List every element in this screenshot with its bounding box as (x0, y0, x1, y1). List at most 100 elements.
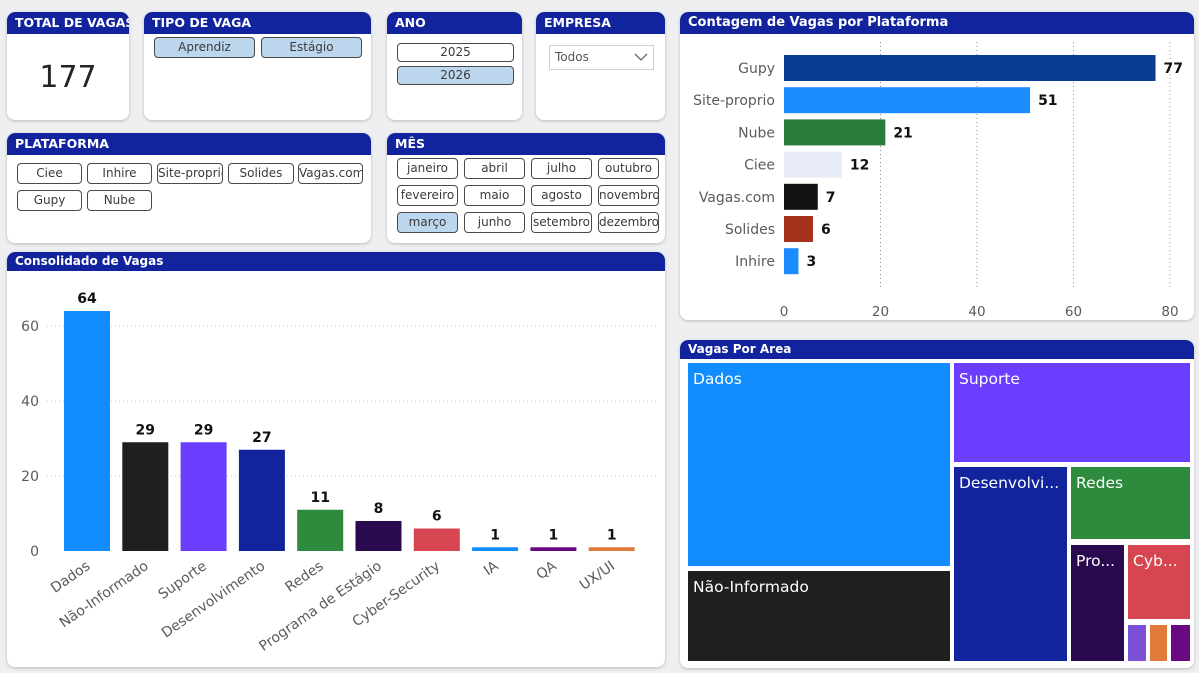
mes-slicer: MÊS janeiro abril julho outubro fevereiro mai… (387, 133, 665, 243)
plataforma-option[interactable]: Gupy (17, 190, 82, 211)
x-tick-label: 20 (872, 304, 889, 320)
data-label: 3 (806, 254, 816, 270)
consolidado-bar-chart: 020406064Dados29Não-Informado29Suporte27… (21, 291, 659, 655)
plataforma-option[interactable]: Site-proprio (157, 163, 223, 184)
data-label: 29 (136, 422, 155, 438)
empresa-title: EMPRESA (536, 12, 665, 34)
bar-Site-proprio[interactable] (784, 87, 1031, 114)
data-label: 27 (252, 430, 271, 446)
mes-option-julho[interactable]: julho (531, 158, 592, 179)
category-label: Vagas.com (699, 190, 775, 206)
category-label: Redes (282, 558, 326, 595)
data-label: 8 (374, 501, 384, 517)
bar-Desenvolvimento[interactable] (238, 449, 285, 551)
mes-option-setembro[interactable]: setembro (531, 212, 592, 233)
mes-option-janeiro[interactable]: janeiro (397, 158, 458, 179)
plataforma-option[interactable]: Solides (228, 163, 294, 184)
bar-Inhire[interactable] (784, 248, 799, 275)
bar-QA[interactable] (530, 547, 577, 551)
data-label: 1 (490, 527, 500, 543)
plataforma-slicer: PLATAFORMA Ciee Inhire Site-proprio Soli… (7, 133, 371, 243)
mes-option-abril[interactable]: abril (464, 158, 525, 179)
data-label: 1 (607, 527, 617, 543)
bar-Programa de Estágio[interactable] (355, 521, 402, 551)
data-label: 64 (77, 291, 97, 307)
plataforma-option[interactable]: Vagas.com (298, 163, 363, 184)
bar-UX/UI[interactable] (588, 547, 635, 551)
kpi-value: 177 (39, 59, 97, 95)
y-tick-label: 20 (21, 469, 39, 485)
ano-option-2026[interactable]: 2026 (397, 66, 514, 85)
treemap-tile-Dados[interactable]: Dados (688, 363, 950, 566)
category-label: QA (534, 558, 560, 583)
category-label: Inhire (735, 254, 775, 270)
plataforma-option[interactable]: Nube (87, 190, 152, 211)
bar-Vagas.com[interactable] (784, 183, 818, 210)
treemap-tile-Desenvolvimento[interactable]: Desenvolvi... (954, 467, 1067, 661)
treemap-tile-UX/UI[interactable] (1171, 625, 1190, 661)
mes-option-maio[interactable]: maio (464, 185, 525, 206)
plataforma-title: PLATAFORMA (7, 133, 371, 155)
category-label: Solides (725, 222, 775, 238)
plataforma-bar-chart: 0 20 40 60 80 Gupy 77 Site-proprio 51 Nube 21 Ciee 1… (693, 42, 1183, 320)
category-label: UX/UI (577, 558, 618, 593)
treemap-tile-Não-Informado[interactable]: Não-Informado (688, 571, 950, 661)
mes-option-junho[interactable]: junho (464, 212, 525, 233)
bar-Redes[interactable] (297, 509, 344, 551)
bar-Cyber-Security[interactable] (413, 528, 460, 552)
data-label: 11 (310, 490, 329, 506)
mes-option-março[interactable]: março (397, 212, 458, 233)
bar-Ciee[interactable] (784, 151, 842, 178)
bar-Solides[interactable] (784, 216, 813, 242)
mes-option-fevereiro[interactable]: fevereiro (397, 185, 458, 206)
x-tick-label: 80 (1161, 304, 1178, 320)
plataforma-option[interactable]: Inhire (87, 163, 152, 184)
bar-Nube[interactable] (784, 119, 886, 146)
mes-option-novembro[interactable]: novembro (598, 185, 659, 206)
plataforma-chart-title: Contagem de Vagas por Plataforma (680, 12, 1194, 34)
data-label: 1 (549, 527, 559, 543)
treemap-tile-Cyber-Security[interactable]: Cyb... (1128, 545, 1190, 619)
empresa-dropdown[interactable]: Todos (549, 45, 654, 70)
category-label: Suporte (156, 558, 210, 603)
category-label: Nube (738, 125, 775, 141)
tipo-vaga-option[interactable]: Estágio (261, 37, 362, 58)
tipo-vaga-title: TIPO DE VAGA (144, 12, 371, 34)
mes-title: MÊS (387, 133, 665, 155)
category-label: Ciee (744, 158, 775, 174)
category-label: Gupy (738, 61, 775, 77)
data-label: 12 (850, 158, 869, 174)
y-tick-label: 0 (30, 544, 39, 560)
ano-option-2025[interactable]: 2025 (397, 43, 514, 62)
consolidado-chart-card: Consolidado de Vagas 0 20 40 60 64 Dados 29 Não… (7, 252, 665, 667)
treemap-tile-IA[interactable] (1128, 625, 1146, 661)
plataforma-chart-card: Contagem de Vagas por Plataforma 0 20 40 60… (680, 12, 1194, 320)
bar-Dados[interactable] (64, 311, 110, 551)
category-label: Site-proprio (693, 93, 775, 109)
bar-Gupy[interactable] (784, 55, 1156, 81)
tipo-vaga-slicer: TIPO DE VAGA Aprendiz Estágio (144, 12, 371, 120)
ano-slicer: ANO 2025 2026 (387, 12, 522, 120)
kpi-card: TOTAL DE VAGAS 177 (7, 12, 129, 120)
treemap-tile-Programa de Estágio[interactable]: Pro... (1071, 545, 1124, 661)
mes-option-agosto[interactable]: agosto (531, 185, 592, 206)
bar-Suporte[interactable] (180, 442, 227, 551)
area-treemap: Dados Não-Informado Suporte Desenvolvi... Re… (680, 359, 1194, 668)
treemap-tile-Suporte[interactable]: Suporte (954, 363, 1190, 462)
data-label: 77 (1164, 61, 1183, 77)
data-label: 29 (194, 422, 213, 438)
plataforma-option[interactable]: Ciee (17, 163, 82, 184)
treemap-tile-Redes[interactable]: Redes (1071, 467, 1190, 539)
x-tick-label: 0 (780, 304, 789, 320)
x-tick-label: 40 (968, 304, 985, 320)
bar-Não-Informado[interactable] (122, 442, 169, 551)
kpi-title: TOTAL DE VAGAS (7, 12, 129, 34)
data-label: 51 (1038, 93, 1057, 109)
treemap-tile-QA[interactable] (1150, 625, 1167, 661)
mes-option-outubro[interactable]: outubro (598, 158, 659, 179)
bar-IA[interactable] (472, 547, 519, 551)
mes-option-dezembro[interactable]: dezembro (598, 212, 659, 233)
tipo-vaga-option[interactable]: Aprendiz (154, 37, 255, 58)
area-treemap-title: Vagas Por Area (680, 340, 1194, 359)
y-tick-label: 40 (21, 394, 39, 410)
